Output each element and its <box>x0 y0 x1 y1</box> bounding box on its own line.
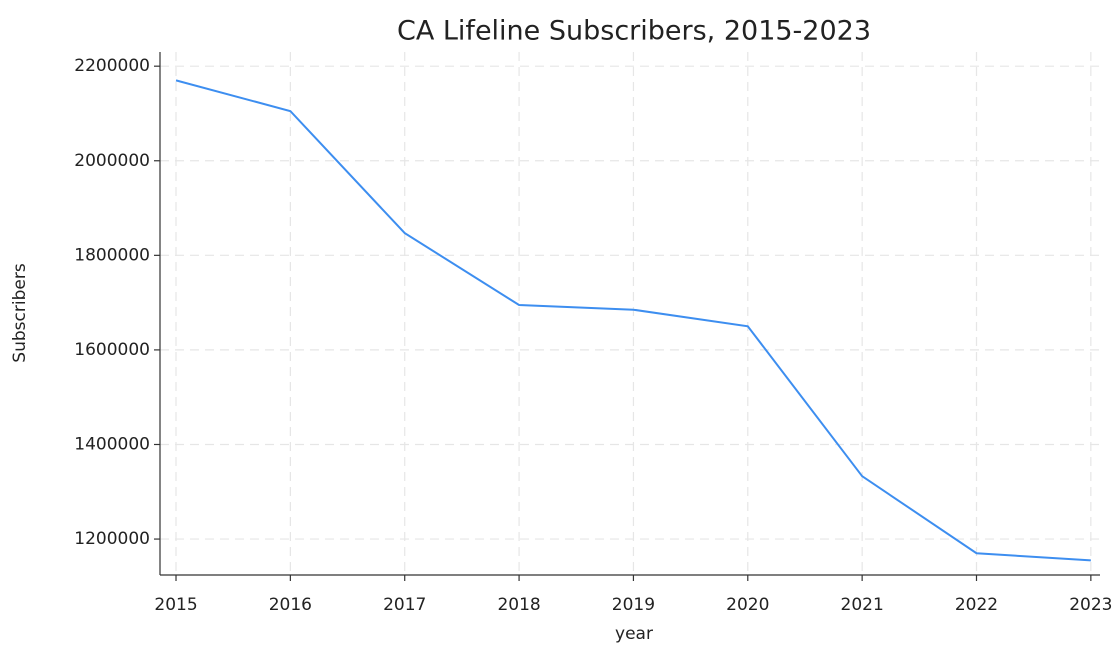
x-tick-label: 2018 <box>497 595 540 615</box>
line <box>175 79 1091 562</box>
x-axis-label: year <box>615 624 653 644</box>
y-tick-label: 1400000 <box>74 434 150 454</box>
y-tick-label: 2000000 <box>74 151 150 171</box>
y-tick-label: 1800000 <box>74 245 150 265</box>
y-tick-label: 1200000 <box>74 529 150 549</box>
x-tick-label: 2015 <box>154 595 197 615</box>
x-tick-label: 2021 <box>841 595 884 615</box>
x-tick-label: 2020 <box>726 595 769 615</box>
y-tick-label: 2200000 <box>74 56 150 76</box>
x-tick-label: 2016 <box>269 595 312 615</box>
x-tick-label: 2023 <box>1069 595 1112 615</box>
y-tick-label: 1600000 <box>74 340 150 360</box>
chart-title: CA Lifeline Subscribers, 2015-2023 <box>397 16 871 47</box>
y-axis-label: Subscribers <box>10 263 30 363</box>
x-tick-label: 2017 <box>383 595 426 615</box>
x-tick-label: 2022 <box>955 595 998 615</box>
x-tick-label: 2019 <box>612 595 655 615</box>
